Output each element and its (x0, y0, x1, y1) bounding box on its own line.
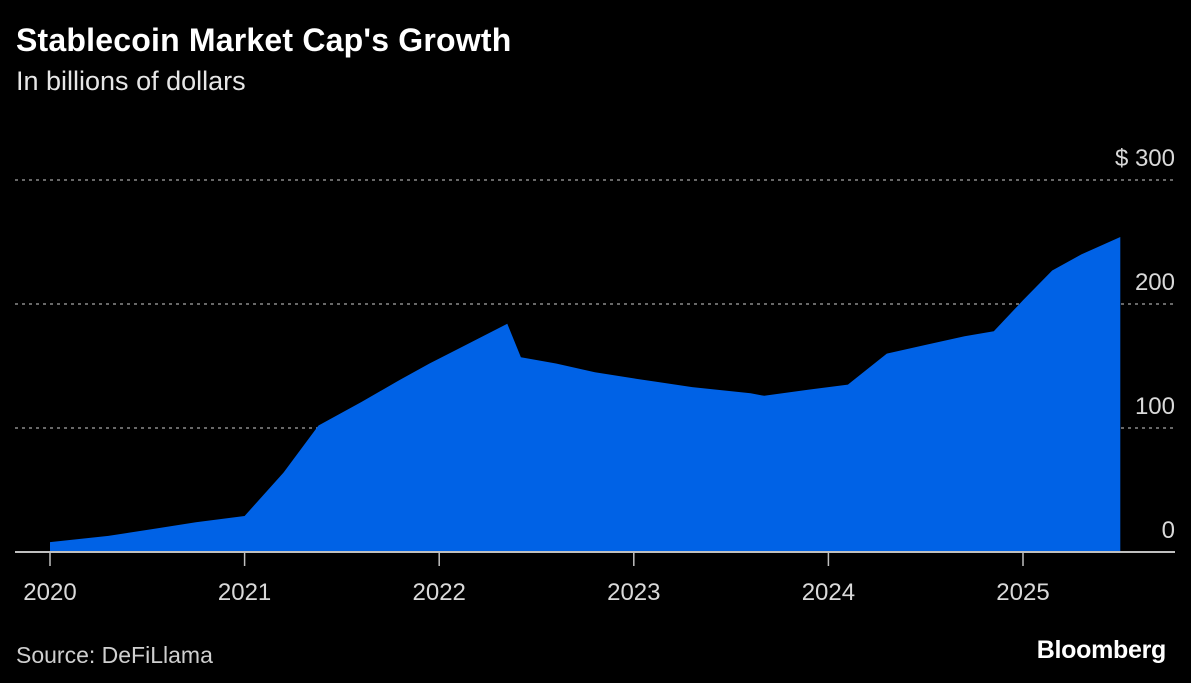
x-axis (15, 551, 1175, 566)
x-tick-label: 2020 (23, 579, 76, 606)
x-tick-label: 2025 (996, 579, 1049, 606)
y-tick-label: 200 (1135, 269, 1175, 296)
y-tick-label: 0 (1162, 517, 1175, 544)
x-tick-label: 2021 (218, 579, 271, 606)
x-tick-label: 2023 (607, 579, 660, 606)
chart-title: Stablecoin Market Cap's Growth (16, 22, 512, 58)
x-tick-label: 2024 (802, 579, 855, 606)
x-tick-label: 2022 (413, 579, 466, 606)
chart-subtitle: In billions of dollars (16, 66, 246, 96)
tick-labels: 0 100 200 $ 300 2020 2021 2022 2023 2024 2025 (23, 145, 1175, 606)
area-series (50, 237, 1121, 552)
bloomberg-logo: Bloomberg (1036, 636, 1167, 664)
y-tick-label: $ 300 (1115, 145, 1175, 172)
source-note: Source: DeFiLlama (16, 642, 213, 668)
y-tick-label: 100 (1135, 393, 1175, 420)
area-series-0 (50, 237, 1121, 552)
